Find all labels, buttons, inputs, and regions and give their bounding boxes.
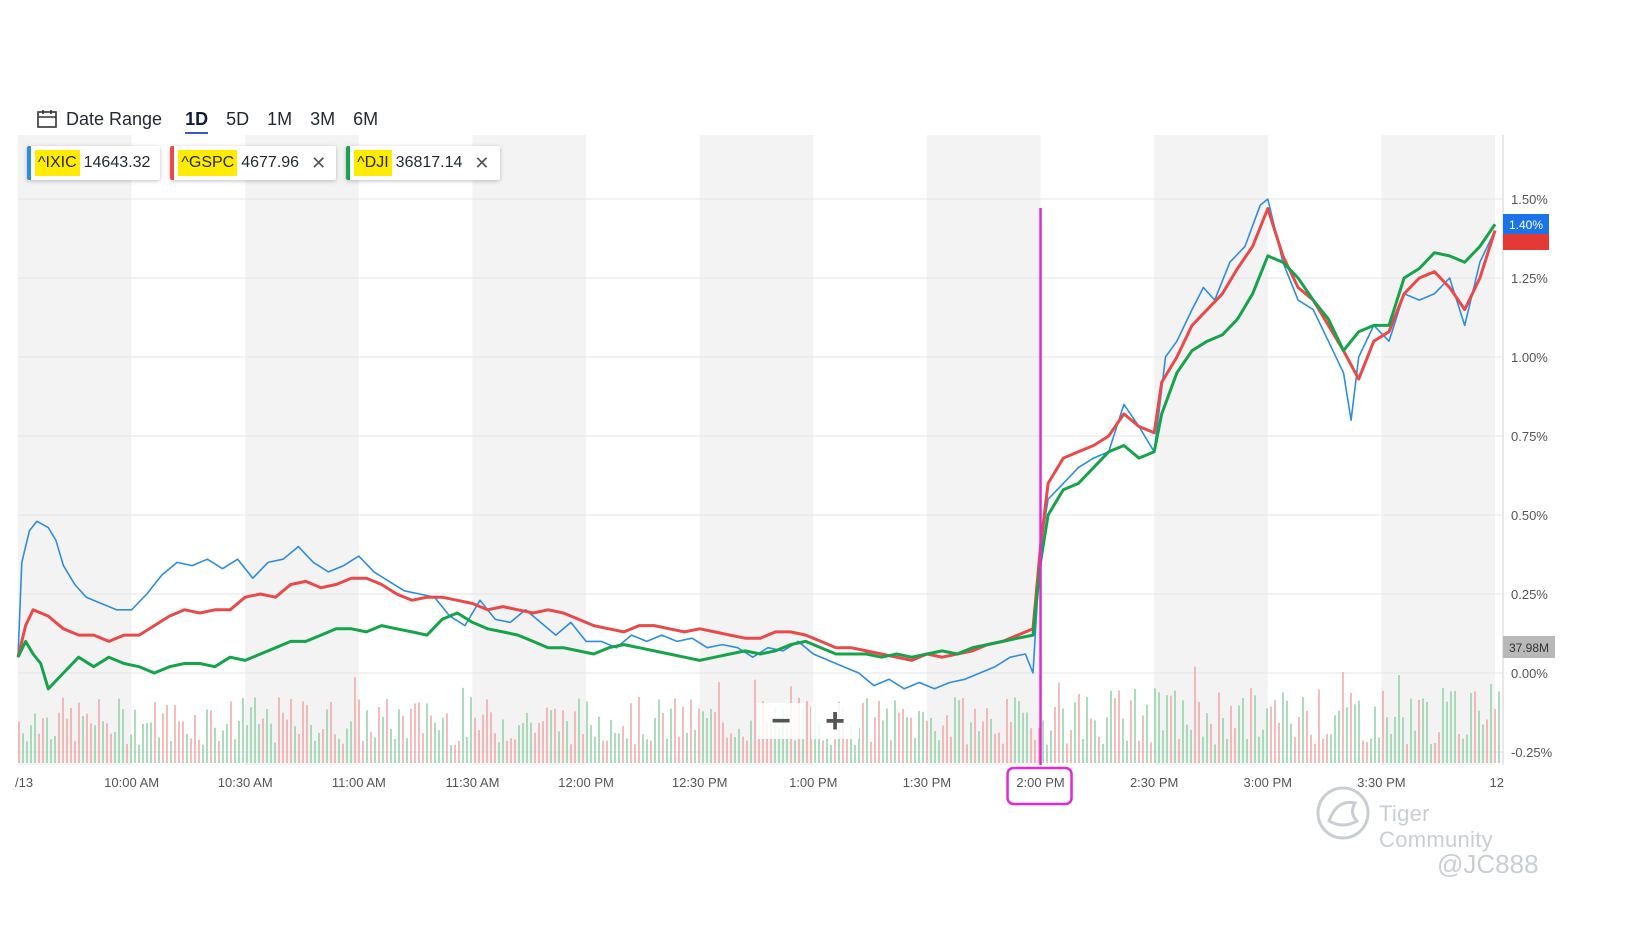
x-tick-label: 11:00 AM: [332, 775, 386, 790]
range-3m-button[interactable]: 3M: [310, 108, 336, 129]
y-tick-label: -0.25%: [1511, 745, 1553, 760]
series-color-swatch: [170, 146, 175, 180]
ticker-symbol: ^DJI: [354, 150, 392, 176]
time-band: [358, 135, 473, 765]
ixic-value-label: 1.40%: [1509, 218, 1543, 232]
annotation-box: [1006, 766, 1073, 806]
x-tick-label: 12:30 PM: [672, 775, 728, 790]
range-5d-button[interactable]: 5D: [226, 108, 250, 129]
zoom-controls: − +: [757, 703, 865, 739]
range-toolbar: Date Range 1D 5D 1M 3M 6M: [36, 104, 387, 134]
y-axis: 1.50% 1.25% 1.00% 0.75% 0.50% 0.25% 0.00% -0.25…: [1511, 192, 1553, 760]
time-band: [699, 135, 814, 765]
ticker-chip-ixic[interactable]: ^IXIC 14643.32: [27, 146, 161, 180]
x-tick-label: 3:30 PM: [1357, 775, 1405, 790]
volume-bars: [18, 666, 1500, 763]
gspc-value-badge: [1503, 232, 1549, 250]
ticker-symbol: ^IXIC: [35, 150, 80, 176]
tiger-logo-icon: [1316, 786, 1370, 840]
time-band: [1154, 135, 1268, 765]
x-tick-label: 2:30 PM: [1130, 775, 1178, 790]
series-lines: [16, 198, 1497, 691]
time-band: [245, 135, 359, 765]
y-tick-label: 1.25%: [1511, 271, 1548, 286]
time-band: [1040, 135, 1155, 765]
date-range-button[interactable]: Date Range: [66, 108, 163, 129]
watermark-user: @JC888: [1437, 849, 1539, 879]
ticker-chips: ^IXIC 14643.32 ^GSPC 4677.96 ✕ ^DJI 3681…: [27, 146, 510, 180]
range-1d-button[interactable]: 1D: [185, 108, 209, 134]
x-tick-label: 1:30 PM: [903, 775, 951, 790]
time-band: [472, 135, 587, 765]
y-tick-label: 0.25%: [1511, 587, 1548, 602]
series-color-swatch: [346, 146, 351, 180]
ticker-price: 14643.32: [83, 154, 151, 171]
calendar-icon[interactable]: [36, 108, 58, 130]
series-line-gspc: [16, 207, 1497, 662]
ticker-price: 4677.96: [241, 154, 300, 171]
time-band: [586, 135, 700, 765]
x-tick-label: 12: [1490, 775, 1504, 790]
volume-badge: [1503, 636, 1555, 658]
time-band: [1267, 135, 1382, 765]
y-tick-label: 1.00%: [1511, 350, 1548, 365]
series-line-dji: [16, 223, 1497, 691]
y-tick-label: 1.50%: [1511, 192, 1548, 207]
zoom-in-button[interactable]: +: [811, 703, 859, 739]
ticker-chip-gspc[interactable]: ^GSPC 4677.96 ✕: [170, 146, 337, 180]
y-tick-label: 0.75%: [1511, 429, 1548, 444]
value-badges: 1.40% 37.98M: [1503, 214, 1555, 658]
volume-value-label: 37.98M: [1509, 641, 1549, 655]
x-axis: /13 10:00 AM 10:30 AM 11:00 AM 11:30 AM 12:00…: [15, 775, 1504, 790]
y-tick-label: 0.00%: [1511, 666, 1548, 681]
range-6m-button[interactable]: 6M: [353, 108, 379, 129]
close-icon[interactable]: ✕: [311, 152, 327, 173]
x-tick-label: 1:00 PM: [789, 775, 837, 790]
time-band: [18, 135, 132, 765]
y-tick-label: 0.50%: [1511, 508, 1548, 523]
x-tick-label: 3:00 PM: [1244, 775, 1292, 790]
range-1m-button[interactable]: 1M: [267, 108, 293, 129]
watermark-brand: Tiger Community: [1379, 801, 1493, 852]
time-bands: [18, 135, 1495, 765]
x-tick-label: 12:00 PM: [558, 775, 614, 790]
ticker-symbol: ^GSPC: [178, 150, 238, 176]
x-tick-label: 10:30 AM: [218, 775, 273, 790]
time-band: [813, 135, 927, 765]
ticker-price: 36817.14: [395, 154, 463, 171]
series-line-ixic: [17, 198, 1496, 690]
x-tick-label: 2:00 PM: [1016, 775, 1064, 790]
time-band: [1381, 135, 1495, 765]
zoom-out-button[interactable]: −: [757, 703, 805, 739]
ixic-value-badge: [1503, 214, 1549, 234]
annotation-marker: [1006, 208, 1073, 806]
ticker-chip-dji[interactable]: ^DJI 36817.14 ✕: [346, 146, 500, 180]
x-tick-label: 10:00 AM: [104, 775, 159, 790]
x-tick-label: /13: [15, 775, 33, 790]
watermark: Tiger Community @JC888: [1315, 785, 1545, 895]
close-icon[interactable]: ✕: [474, 152, 490, 173]
series-color-swatch: [27, 146, 31, 180]
time-band: [926, 135, 1041, 765]
x-tick-label: 11:30 AM: [445, 775, 499, 790]
